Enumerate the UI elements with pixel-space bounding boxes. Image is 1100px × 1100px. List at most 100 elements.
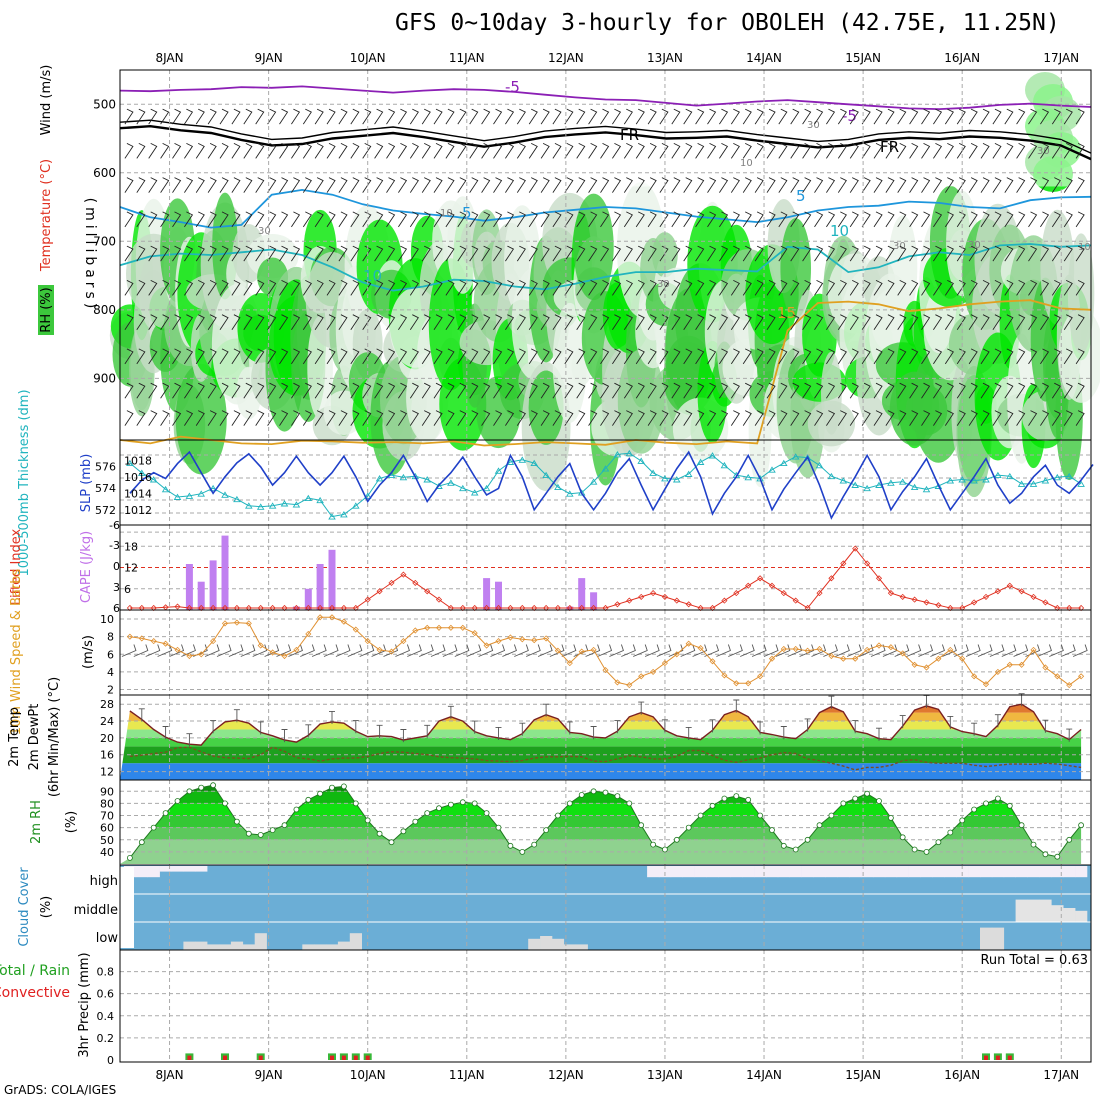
rh2m-point (971, 806, 977, 813)
date-tick-bottom-8: 16JAN (944, 1068, 980, 1082)
wind-barb (386, 211, 396, 228)
wind-barb (1051, 245, 1061, 262)
wind-barb (386, 382, 396, 399)
wind-barb (457, 348, 467, 365)
wind-barb (600, 211, 610, 228)
wind-barb (707, 177, 717, 193)
wind10m-barb (989, 644, 1005, 657)
wind-barb (552, 177, 562, 193)
thickness-point (1006, 472, 1014, 480)
cloud-high-cell (825, 866, 838, 878)
temp-minmax-bar (971, 722, 978, 736)
date-tick-top-6: 14JAN (746, 51, 782, 65)
wind10m-barb (668, 644, 684, 657)
cloud-middle-cell (1063, 908, 1076, 922)
wind10m-barb (347, 644, 363, 657)
wind-barb (695, 279, 705, 296)
wind-barb (623, 142, 633, 159)
wind-barb (160, 410, 170, 426)
wind-barb (1051, 177, 1061, 193)
wind10m-barb (526, 644, 541, 657)
wind-barb (326, 382, 336, 399)
wind-barb (302, 348, 312, 365)
wind-barb (956, 108, 966, 125)
rh2m-point (566, 800, 573, 807)
wind-barb (956, 348, 966, 365)
wind-barb (207, 348, 217, 365)
wind-barb (992, 245, 1002, 262)
thickness-point (625, 449, 634, 457)
cloud-middle-cell (1015, 899, 1028, 922)
wind-barb (802, 279, 812, 296)
wind-barb (921, 410, 931, 426)
wind10m-barb (204, 644, 220, 657)
wind-barb (552, 142, 562, 159)
wind-barb (184, 177, 194, 193)
thickness-point (994, 471, 1002, 479)
thickness-tick-576: 576 (95, 460, 116, 473)
wind-barb (837, 245, 847, 262)
li-line (129, 547, 1082, 609)
wind-barb (505, 314, 515, 330)
thickness-point (209, 484, 217, 492)
wind10m-barb (799, 644, 815, 657)
wind-barb (516, 142, 526, 159)
wind-barb (956, 245, 966, 262)
wind-barb (576, 279, 586, 296)
rh2m-point (281, 822, 288, 829)
wind-barb (849, 245, 859, 262)
rh2m-point (329, 784, 335, 791)
wind10m-point (757, 673, 764, 680)
wind-barb (683, 348, 693, 365)
wind10m-barb (704, 644, 720, 657)
wind-barb (1051, 410, 1061, 426)
cloud-high-cell (1063, 866, 1076, 878)
rh2m-point (864, 790, 870, 797)
wind-barb (992, 279, 1002, 296)
wind-barb (683, 211, 693, 228)
wind-barb (778, 211, 788, 228)
wind-barb (172, 279, 182, 296)
rh2m-point (757, 812, 763, 819)
wind-barb (445, 314, 455, 330)
wind10m-point (994, 668, 1001, 675)
wind-barb (814, 314, 824, 330)
cloud-low-cell (254, 933, 267, 950)
wind-barb (790, 245, 800, 262)
rh2m-point (555, 812, 561, 819)
wind-barb (267, 410, 277, 426)
wind-barb (730, 177, 740, 193)
wind-barb (1063, 142, 1073, 159)
wind-barb (481, 211, 491, 228)
rh2m-point (923, 849, 930, 855)
li-point (745, 582, 752, 589)
li-point (816, 590, 823, 597)
thickness-point (946, 477, 955, 484)
thickness-point (791, 453, 800, 460)
wind-barb (219, 410, 229, 426)
wind-barb (790, 279, 800, 296)
wind-barb (897, 348, 907, 365)
temp-minmax-bar (329, 710, 335, 724)
wind10m-point (424, 624, 431, 631)
wind-barb (826, 382, 836, 399)
temp-band-1 (120, 746, 1082, 764)
wind-barb (588, 142, 598, 159)
thickness-point (506, 458, 515, 465)
pressure-tick-500: 500 (93, 97, 116, 111)
wind-barb (647, 410, 657, 426)
wind-barb (707, 382, 717, 399)
cloud-axis-title: Cloud Cover (17, 867, 32, 947)
rh2m-point (495, 824, 502, 831)
wind-barb (219, 279, 229, 296)
wind10m-point (923, 664, 930, 671)
thickness-point (233, 495, 241, 503)
wind-barb (1028, 279, 1038, 296)
wind10m-barb (1037, 644, 1052, 657)
isotherm-4 (119, 299, 1092, 447)
wind-barb (350, 279, 360, 296)
wind-barb (1063, 410, 1073, 426)
rh2m-point (543, 827, 549, 833)
wind10m-point (661, 660, 668, 667)
wind-barb (326, 348, 336, 365)
